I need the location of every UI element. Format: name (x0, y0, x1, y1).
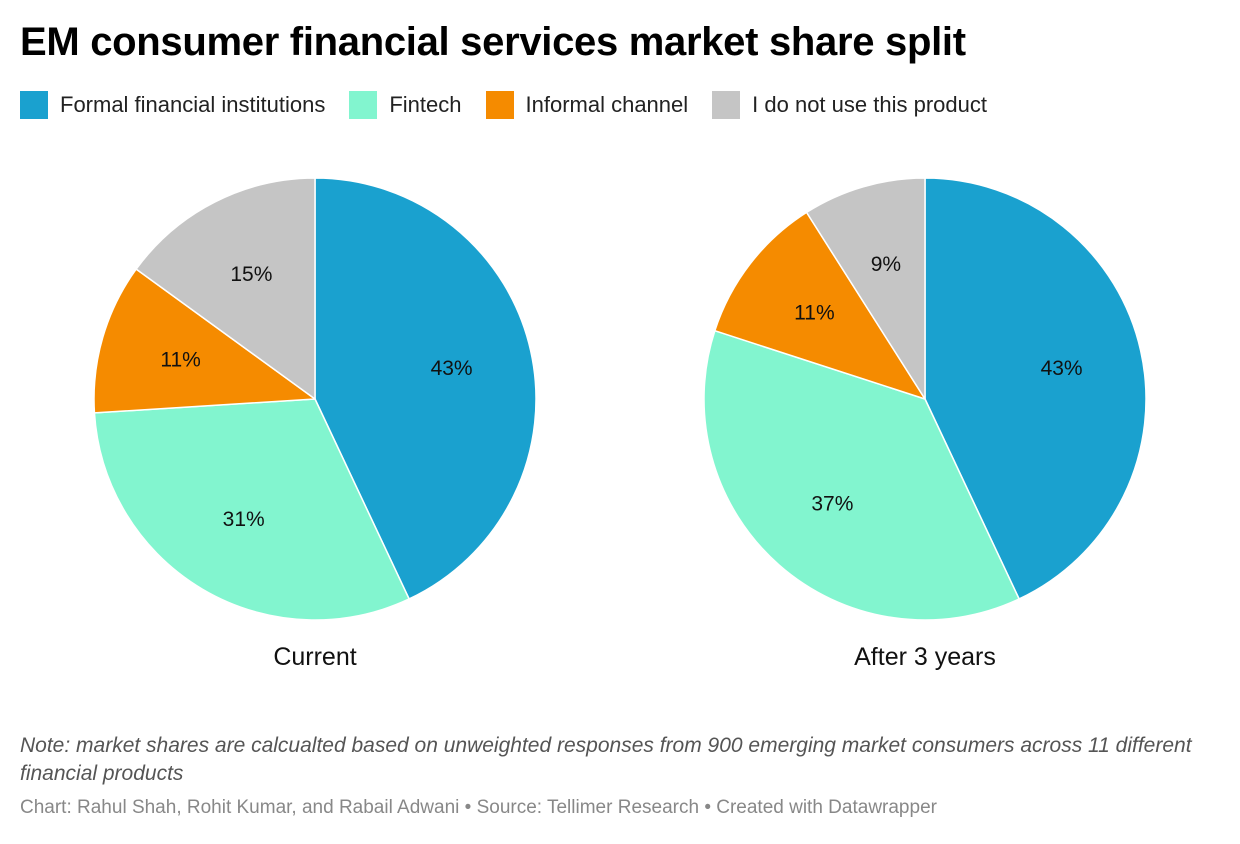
data-label-current-fintech: 31% (223, 508, 265, 531)
pie-slice-current-no-use (135, 177, 316, 400)
legend-label-fintech: Fintech (389, 92, 462, 117)
legend-item-fintech: Fintech (349, 91, 462, 119)
pie-slice-current-fintech (93, 398, 410, 621)
pie-charts: 43% 31% 11% 15% Current 43% 37% 11% 9% After 3 ye… (93, 177, 1147, 671)
data-label-current-no-use: 15% (230, 263, 272, 286)
pie-after-3-years: 43% 37% 11% 9% After 3 years (703, 177, 1147, 671)
legend-label-no-use: I do not use this product (752, 92, 987, 117)
pie-current: 43% 31% 11% 15% Current (93, 177, 537, 671)
legend-item-no-use: I do not use this product (712, 91, 987, 119)
legend-label-formal: Formal financial institutions (60, 92, 326, 117)
legend-swatch-informal (485, 91, 514, 119)
pie-caption-current: Current (273, 643, 356, 671)
pie-slice-after-3-years-fintech (703, 329, 1020, 621)
pie-slice-after-3-years-informal (714, 211, 926, 400)
legend-swatch-formal (20, 91, 48, 119)
data-label-after-3-years-no-use: 9% (871, 253, 901, 276)
pie-slice-after-3-years-no-use (805, 177, 926, 400)
chart-note: Note: market shares are calcualted based… (20, 734, 1192, 785)
legend-label-informal: Informal channel (525, 92, 689, 117)
pie-slice-after-3-years-formal (924, 177, 1147, 600)
data-label-after-3-years-informal: 11% (794, 302, 834, 325)
chart-credit: Chart: Rahul Shah, Rohit Kumar, and Raba… (20, 797, 937, 818)
legend-item-informal: Informal channel (485, 91, 689, 119)
chart-title: EM consumer financial services market sh… (20, 20, 966, 64)
legend-swatch-no-use (712, 91, 741, 119)
pie-slice-current-formal (314, 177, 537, 600)
pie-slice-current-informal (93, 268, 316, 414)
data-label-after-3-years-fintech: 37% (811, 493, 853, 516)
legend-item-formal: Formal financial institutions (20, 91, 325, 119)
legend-swatch-fintech (349, 91, 378, 119)
data-label-current-formal: 43% (431, 357, 473, 380)
data-label-after-3-years-formal: 43% (1041, 357, 1083, 380)
legend: Formal financial institutions Fintech In… (20, 90, 987, 120)
pie-caption-after-3-years: After 3 years (854, 643, 996, 671)
data-label-current-informal: 11% (160, 348, 200, 371)
